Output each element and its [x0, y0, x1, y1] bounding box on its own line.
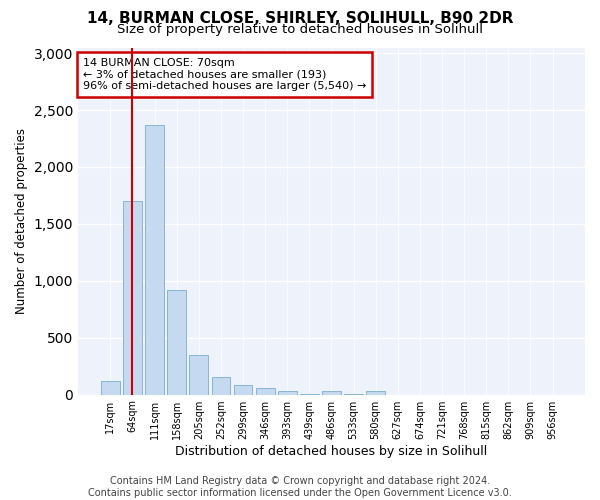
Bar	[322, 391, 341, 394]
Bar	[233, 386, 253, 394]
Bar	[190, 355, 208, 395]
Bar	[366, 391, 385, 394]
Bar	[212, 377, 230, 394]
Text: 14, BURMAN CLOSE, SHIRLEY, SOLIHULL, B90 2DR: 14, BURMAN CLOSE, SHIRLEY, SOLIHULL, B90…	[87, 11, 513, 26]
Y-axis label: Number of detached properties: Number of detached properties	[15, 128, 28, 314]
Bar	[256, 388, 275, 394]
Bar	[123, 201, 142, 394]
Text: Contains HM Land Registry data © Crown copyright and database right 2024.
Contai: Contains HM Land Registry data © Crown c…	[88, 476, 512, 498]
X-axis label: Distribution of detached houses by size in Solihull: Distribution of detached houses by size …	[175, 444, 488, 458]
Bar	[167, 290, 186, 395]
Bar	[278, 390, 296, 394]
Text: Size of property relative to detached houses in Solihull: Size of property relative to detached ho…	[117, 22, 483, 36]
Bar	[101, 381, 120, 394]
Bar	[145, 125, 164, 394]
Text: 14 BURMAN CLOSE: 70sqm
← 3% of detached houses are smaller (193)
96% of semi-det: 14 BURMAN CLOSE: 70sqm ← 3% of detached …	[83, 58, 367, 91]
